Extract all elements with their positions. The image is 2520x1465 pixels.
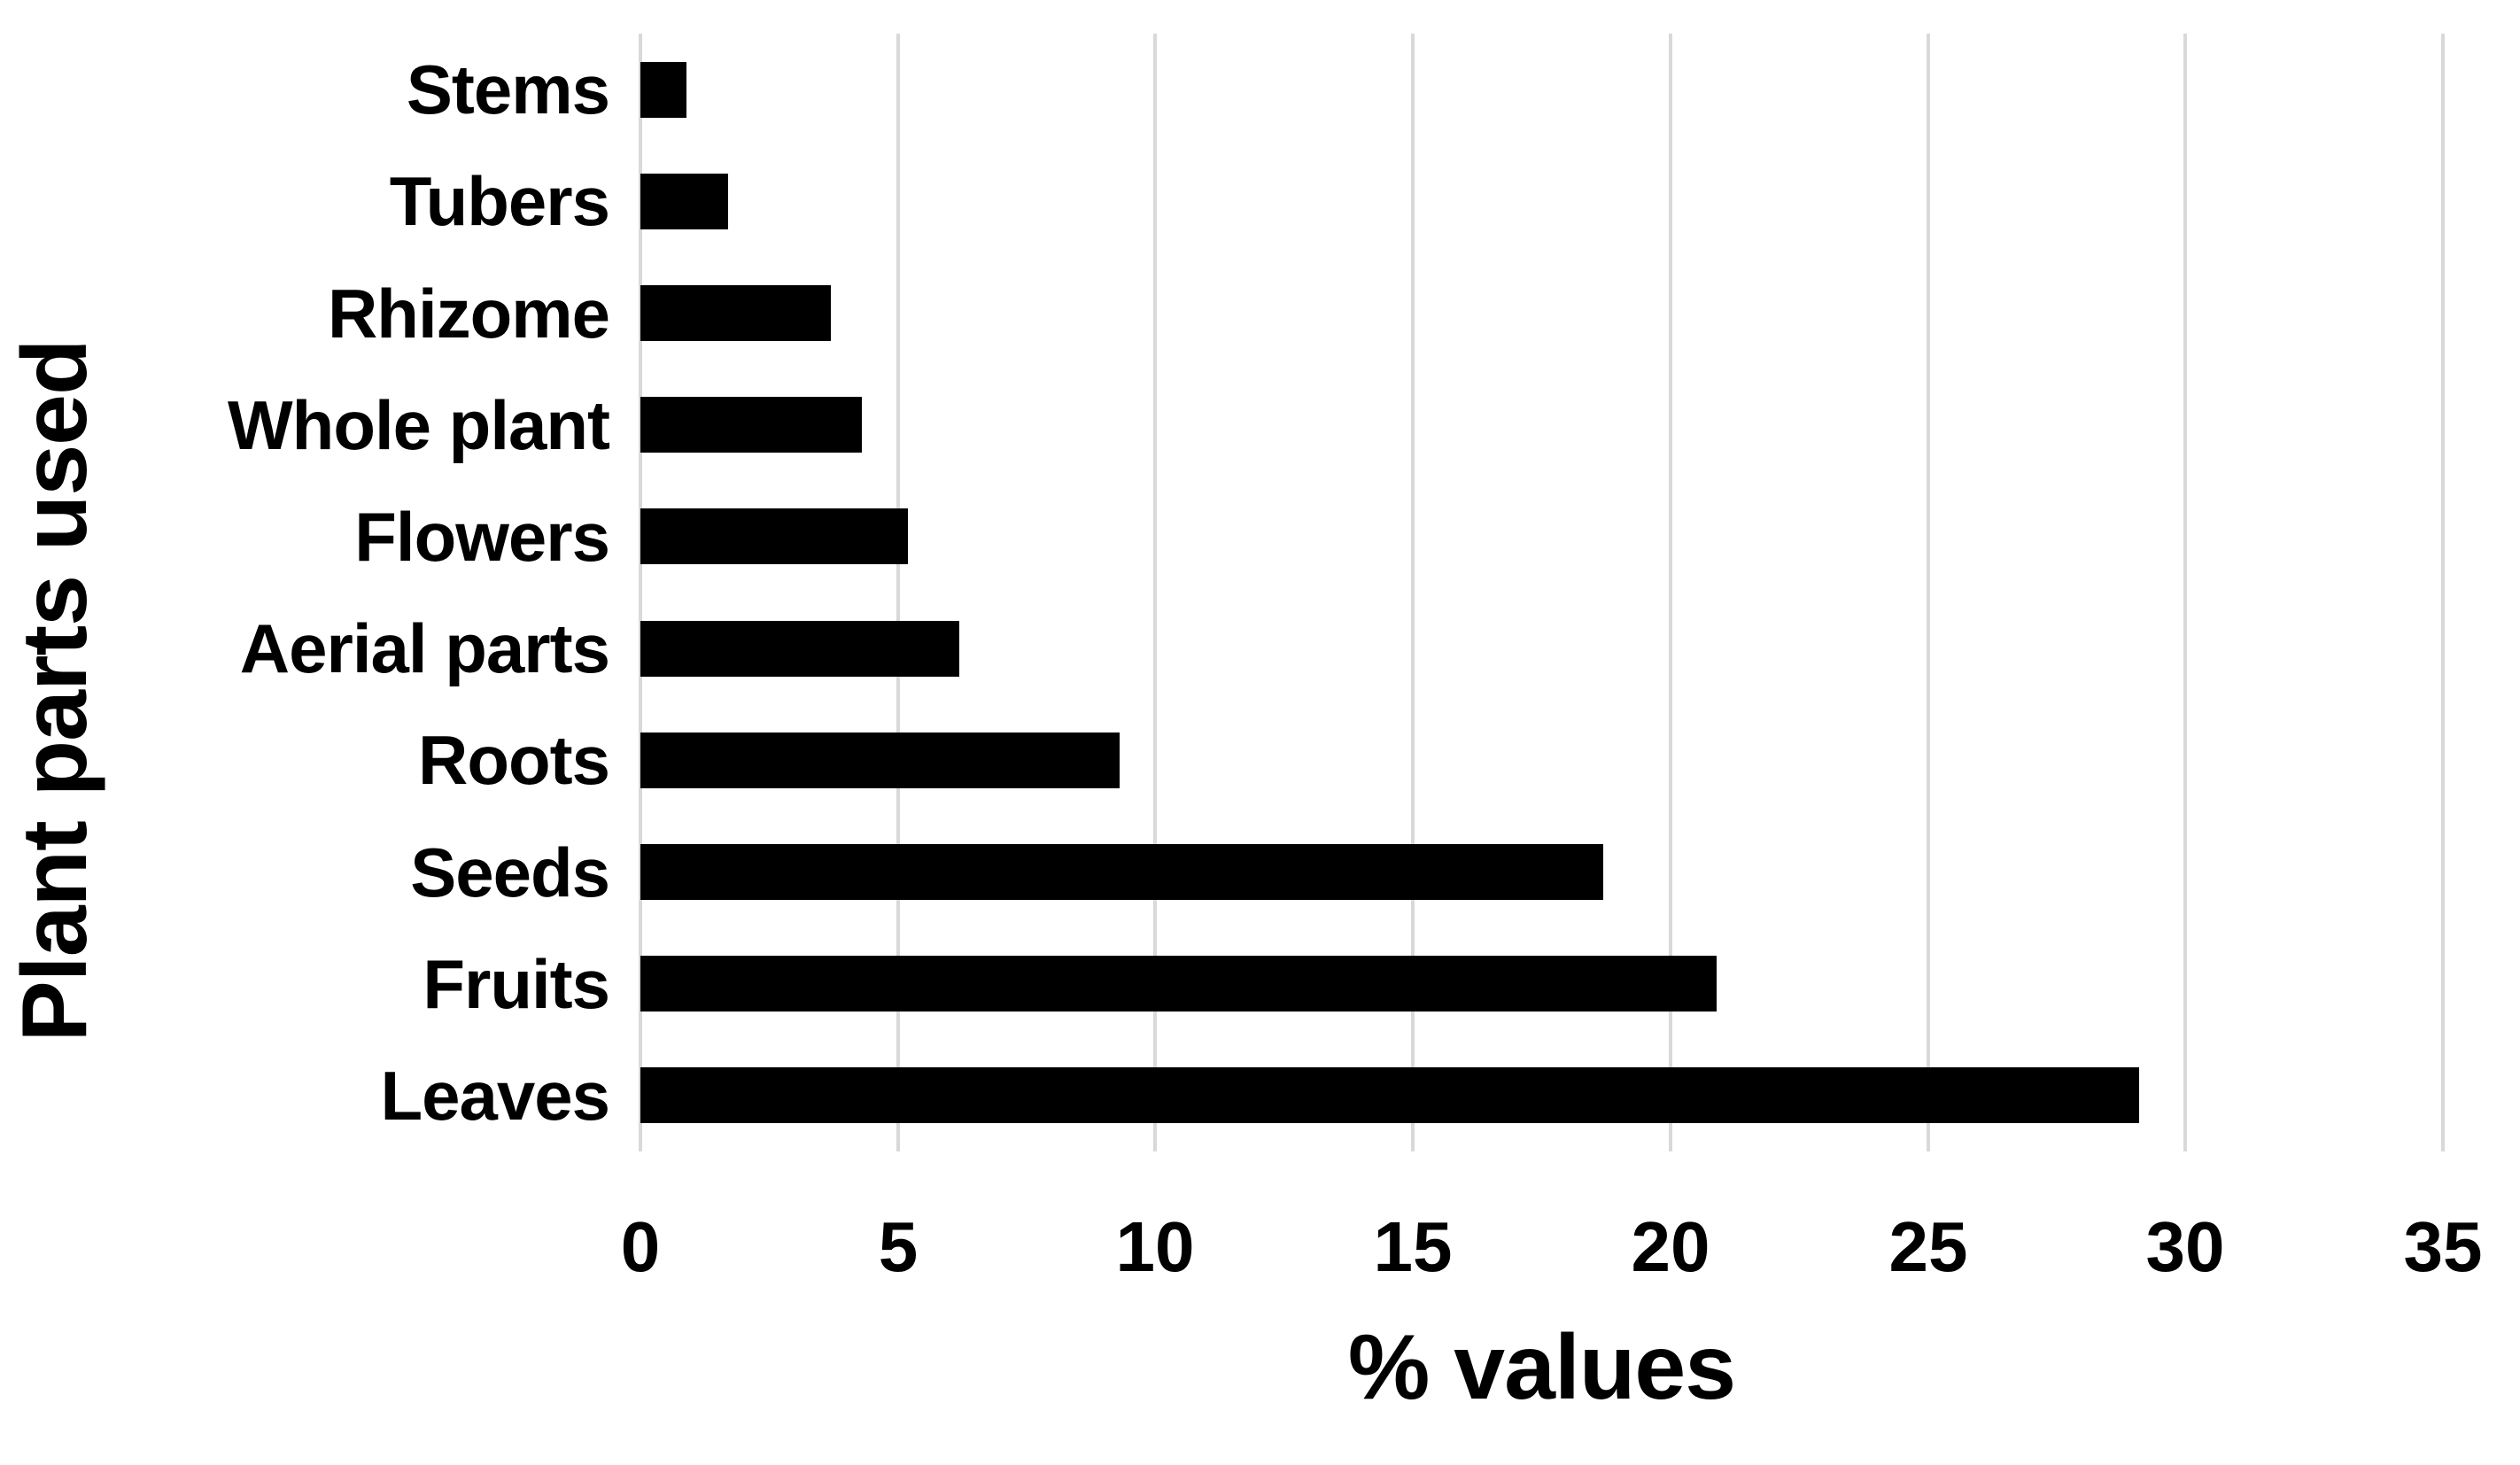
bar-seeds bbox=[640, 844, 1603, 900]
bar-fruits bbox=[640, 956, 1717, 1012]
gridline-x-20 bbox=[1668, 34, 1672, 1151]
bar-leaves bbox=[640, 1067, 2139, 1123]
category-label-tubers: Tubers bbox=[389, 162, 610, 240]
bar-flowers bbox=[640, 508, 908, 564]
x-tick-label-30: 30 bbox=[2145, 1207, 2225, 1286]
bar-stems bbox=[640, 62, 686, 118]
bar-roots bbox=[640, 732, 1120, 788]
category-label-aerial-parts: Aerial parts bbox=[239, 609, 610, 687]
category-label-rhizome: Rhizome bbox=[327, 275, 610, 353]
bar-tubers bbox=[640, 174, 728, 229]
category-label-flowers: Flowers bbox=[354, 498, 610, 576]
x-tick-label-35: 35 bbox=[2403, 1207, 2483, 1286]
x-tick-label-25: 25 bbox=[1888, 1207, 1968, 1286]
category-label-fruits: Fruits bbox=[423, 945, 610, 1023]
gridline-x-15 bbox=[1411, 34, 1415, 1151]
x-tick-label-0: 0 bbox=[620, 1207, 661, 1286]
x-tick-label-5: 5 bbox=[878, 1207, 919, 1286]
category-label-leaves: Leaves bbox=[380, 1057, 610, 1135]
bar-rhizome bbox=[640, 285, 831, 341]
gridline-x-35 bbox=[2441, 34, 2445, 1151]
gridline-x-10 bbox=[1153, 34, 1158, 1151]
x-tick-label-10: 10 bbox=[1115, 1207, 1195, 1286]
category-label-stems: Stems bbox=[406, 50, 610, 128]
gridline-x-0 bbox=[639, 34, 642, 1151]
gridline-x-5 bbox=[896, 34, 900, 1151]
gridline-x-30 bbox=[2183, 34, 2188, 1151]
bar-whole-plant bbox=[640, 397, 862, 453]
y-axis-title: Plant parts used bbox=[4, 339, 106, 1043]
bar-aerial-parts bbox=[640, 621, 959, 677]
plot-area bbox=[639, 34, 2445, 1151]
category-label-whole-plant: Whole plant bbox=[228, 386, 610, 464]
category-label-roots: Roots bbox=[418, 721, 610, 799]
x-tick-label-20: 20 bbox=[1631, 1207, 1710, 1286]
x-tick-label-15: 15 bbox=[1373, 1207, 1453, 1286]
x-axis-title: % values bbox=[1347, 1316, 1736, 1419]
category-label-seeds: Seeds bbox=[410, 833, 610, 911]
gridline-x-25 bbox=[1926, 34, 1930, 1151]
